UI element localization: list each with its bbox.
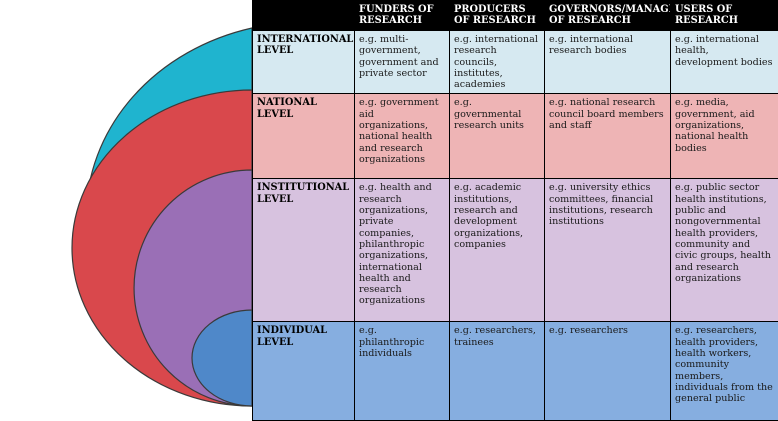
funders-cell: e.g. philanthropic individuals <box>355 322 450 421</box>
producers-cell: e.g. researchers, trainees <box>450 322 545 421</box>
users-cell: e.g. international health, development b… <box>671 31 778 94</box>
governors-header: GOVERNORS/MANAGERS OF RESEARCH <box>545 0 671 31</box>
level-label: INDIVIDUAL LEVEL <box>253 322 355 421</box>
governors-cell: e.g. international research bodies <box>545 31 671 94</box>
funders-cell: e.g. health and research organizations, … <box>355 179 450 322</box>
producers-header: PRODUCERS OF RESEARCH <box>450 0 545 31</box>
funders-cell: e.g. government aid organizations, natio… <box>355 94 450 179</box>
institutional-row: INSTITUTIONAL LEVEL e.g. health and rese… <box>253 179 778 322</box>
level-label: NATIONAL LEVEL <box>253 94 355 179</box>
header-row: FUNDERS OF RESEARCH PRODUCERS OF RESEARC… <box>253 0 778 31</box>
users-header: USERS OF RESEARCH <box>671 0 778 31</box>
national-row: NATIONAL LEVEL e.g. government aid organ… <box>253 94 778 179</box>
funders-header: FUNDERS OF RESEARCH <box>355 0 450 31</box>
corner-header <box>253 0 355 31</box>
users-cell: e.g. researchers, health providers, heal… <box>671 322 778 421</box>
producers-cell: e.g. governmental research units <box>450 94 545 179</box>
level-label: INTERNATIONAL LEVEL <box>253 31 355 94</box>
research-actors-table: FUNDERS OF RESEARCH PRODUCERS OF RESEARC… <box>252 0 778 421</box>
governors-cell: e.g. researchers <box>545 322 671 421</box>
users-cell: e.g. public sector health institutions, … <box>671 179 778 322</box>
nested-level-arcs <box>0 0 260 410</box>
international-row: INTERNATIONAL LEVEL e.g. multi-governmen… <box>253 31 778 94</box>
producers-cell: e.g. international research councils, in… <box>450 31 545 94</box>
users-cell: e.g. media, government, aid organization… <box>671 94 778 179</box>
producers-cell: e.g. academic institutions, research and… <box>450 179 545 322</box>
funders-cell: e.g. multi-government, government and pr… <box>355 31 450 94</box>
governors-cell: e.g. national research council board mem… <box>545 94 671 179</box>
level-label: INSTITUTIONAL LEVEL <box>253 179 355 322</box>
governors-cell: e.g. university ethics committees, finan… <box>545 179 671 322</box>
individual-row: INDIVIDUAL LEVEL e.g. philanthropic indi… <box>253 322 778 421</box>
